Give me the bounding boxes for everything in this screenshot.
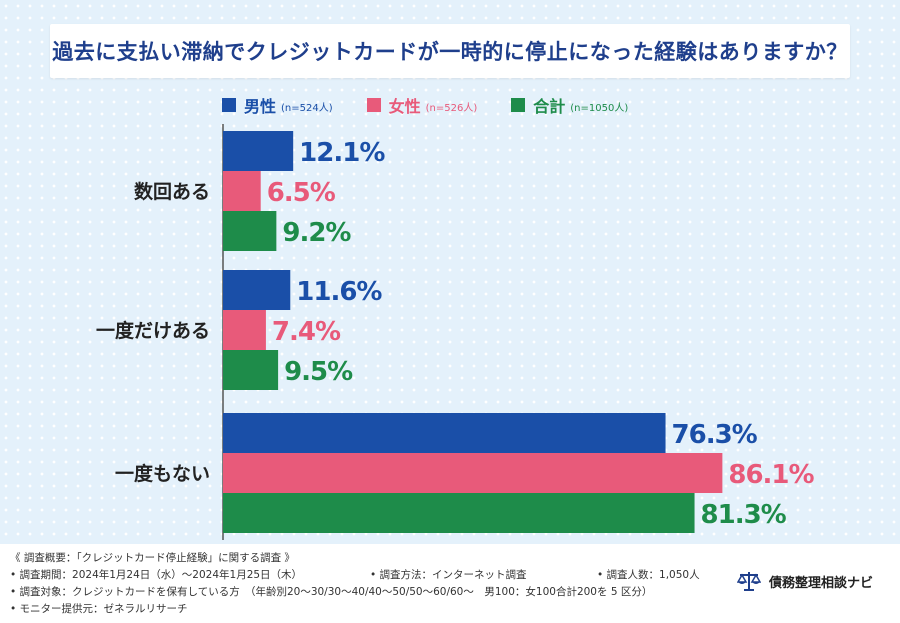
bar-ichido-mo-nai-male [223,413,666,453]
scales-icon [737,572,761,591]
bar-ichido-mo-nai-female [223,453,723,493]
legend-label-male: 男性 [244,97,277,116]
value-label-ichido-dake-total: 9.5% [284,357,353,387]
legend-item-male: 男性 (n=524人) [222,93,333,117]
legend-label-total: 合計 [533,97,566,116]
bar-ichido-dake-male [223,270,291,310]
survey-method: • 調査方法：インターネット調査 [370,569,527,581]
legend-n-total: (n=1050人) [570,103,629,114]
brand-logo: 債務整理相談ナビ [737,570,873,592]
legend-swatch-total [511,98,526,112]
value-label-ichido-dake-male: 11.6% [296,277,382,307]
legend-label-female: 女性 [388,97,421,116]
bar-sukai-aru-male [223,131,294,171]
survey-provider: • モニター提供元：ゼネラルリサーチ [10,603,188,615]
legend-n-female: (n=526人) [425,103,478,114]
legend-swatch-male [222,98,236,112]
bar-chart: 数回ある 12.1% 6.5% 9.2% 一度だけある 11.6% 7.4% 9.5% 一度もな… [96,124,816,540]
legend-swatch-female [366,98,381,112]
category-label-ichido-dake: 一度だけある [96,319,210,342]
value-label-sukai-aru-female: 6.5% [267,178,336,208]
value-label-ichido-mo-nai-male: 76.3% [672,420,758,450]
category-label-sukai-aru: 数回ある [134,180,210,203]
survey-period: • 調査期間：2024年1月24日（水）〜2024年1月25日（木） [10,569,303,581]
brand-name: 債務整理相談ナビ [769,575,874,591]
category-label-ichido-mo-nai: 一度もない [115,462,210,485]
bar-sukai-aru-total [223,211,277,251]
value-label-sukai-aru-male: 12.1% [299,138,385,168]
survey-count: • 調査人数：1,050人 [597,569,700,581]
chart-title: 過去に支払い滞納でクレジットカードが一時的に停止になった経験はありますか？ [52,40,848,64]
value-label-sukai-aru-total: 9.2% [282,218,351,248]
bar-ichido-mo-nai-total [223,493,695,533]
value-label-ichido-mo-nai-female: 86.1% [728,460,814,490]
chart-title-box: 過去に支払い滞納でクレジットカードが一時的に停止になった経験はありますか？ [50,24,850,78]
legend-item-total: 合計 (n=1050人) [511,93,628,117]
bar-ichido-dake-total [223,350,279,390]
bar-ichido-dake-female [223,310,266,350]
value-label-ichido-dake-female: 7.4% [272,317,341,347]
survey-overview: 《 調査概要：「クレジットカード停止経験」に関する調査 》 [10,552,295,564]
value-label-ichido-mo-nai-total: 81.3% [701,500,787,530]
legend-n-male: (n=524人) [281,103,333,114]
survey-target: • 調査対象：クレジットカードを保有している方 （年齢別20〜30/30〜40/… [10,586,653,598]
bar-sukai-aru-female [223,171,261,211]
legend: 男性 (n=524人) 女性 (n=526人) 合計 (n=1050人) [222,94,628,116]
legend-item-female: 女性 (n=526人) [366,93,478,117]
